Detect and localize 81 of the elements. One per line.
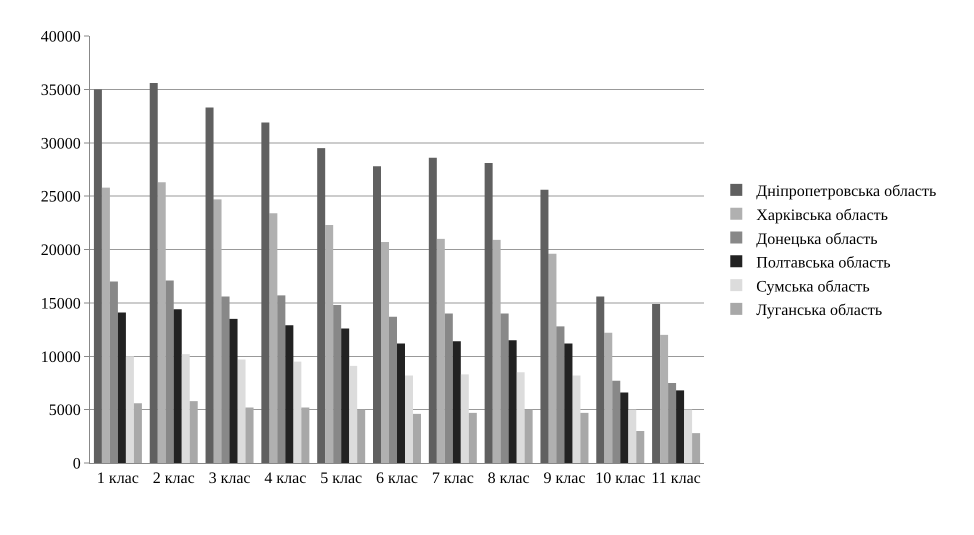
bar	[436, 238, 445, 463]
x-tick-label: 5 клас	[320, 470, 362, 488]
legend-label: Донецька область	[756, 230, 878, 248]
bar	[134, 403, 142, 463]
y-tick-label: 25000	[40, 188, 81, 206]
bar	[405, 375, 413, 463]
bar	[452, 341, 461, 463]
bar	[102, 188, 110, 463]
y-tick-label: 40000	[40, 28, 81, 46]
y-tick-label: 15000	[40, 295, 81, 312]
bar	[596, 296, 604, 463]
x-tick-label: 6 клас	[376, 470, 418, 488]
legend-label: Харківська область	[756, 206, 888, 224]
x-tick-label: 3 клас	[208, 470, 251, 488]
x-tick-label: 8 клас	[488, 470, 530, 488]
x-tick-label: 2 клас	[152, 470, 195, 488]
bar	[620, 392, 628, 463]
y-tick-label: 30000	[40, 135, 81, 152]
bar	[636, 430, 644, 463]
legend-label: Луганська область	[756, 302, 882, 320]
bar	[580, 412, 588, 463]
bar	[349, 366, 358, 463]
bar	[684, 410, 692, 463]
bar	[652, 304, 660, 463]
bar	[261, 122, 270, 463]
bar	[238, 359, 246, 463]
bar	[397, 343, 405, 463]
bar	[460, 374, 469, 463]
bar	[516, 372, 525, 463]
bar	[413, 414, 421, 463]
bar	[508, 340, 517, 463]
bar	[293, 362, 302, 463]
x-tick-label: 11 клас	[651, 470, 701, 488]
bar	[548, 254, 556, 463]
bar	[285, 325, 294, 463]
bar	[604, 332, 612, 463]
bar	[628, 410, 636, 463]
bar	[325, 224, 334, 463]
bar	[301, 407, 310, 463]
x-tick-label: 1 клас	[96, 470, 139, 488]
bar	[468, 412, 477, 463]
x-tick-label: 9 клас	[543, 470, 586, 488]
bar	[190, 401, 198, 463]
y-tick-label: 5000	[48, 402, 81, 420]
x-tick-label: 4 клас	[264, 470, 306, 488]
bar	[428, 158, 437, 463]
bar	[158, 182, 166, 463]
bar	[381, 242, 389, 463]
legend-label: Полтавська область	[756, 254, 891, 272]
bar	[676, 390, 684, 463]
y-tick-label: 0	[72, 456, 81, 473]
bar	[484, 163, 493, 463]
bar	[341, 328, 350, 463]
bar	[126, 356, 134, 463]
bar	[524, 410, 533, 463]
bar	[660, 334, 668, 463]
bar	[174, 309, 182, 463]
bar	[118, 312, 126, 463]
bar	[357, 410, 366, 463]
bar	[214, 199, 222, 463]
bar	[572, 375, 580, 463]
bar	[94, 89, 102, 463]
bar	[373, 166, 381, 463]
bar	[540, 190, 548, 463]
bar	[492, 240, 501, 463]
bar	[692, 433, 700, 463]
bar	[150, 82, 158, 463]
bar	[206, 108, 214, 463]
bar	[246, 407, 254, 463]
bar	[269, 213, 278, 463]
legend-label: Дніпропетровська область	[756, 183, 936, 200]
y-tick-label: 10000	[40, 348, 81, 366]
y-tick-label: 20000	[40, 242, 81, 260]
x-tick-label: 10 клас	[595, 470, 646, 488]
bar	[182, 354, 190, 463]
y-tick-label: 35000	[40, 82, 81, 99]
bar	[564, 343, 572, 463]
legend-label: Сумська область	[756, 278, 870, 296]
bar	[230, 318, 238, 463]
bar	[317, 148, 326, 463]
x-tick-label: 7 клас	[432, 470, 474, 488]
